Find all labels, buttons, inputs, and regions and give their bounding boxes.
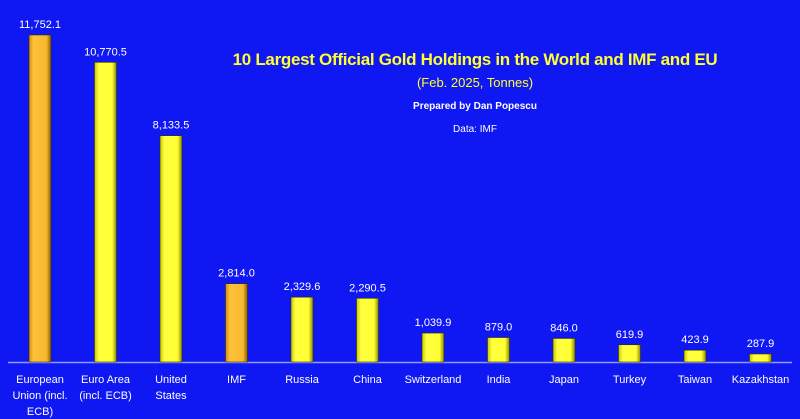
bar xyxy=(618,344,641,363)
data-label: 8,133.5 xyxy=(153,120,190,132)
x-tick-label: IMF xyxy=(227,374,246,386)
x-tick-label: Turkey xyxy=(613,374,647,386)
bar xyxy=(225,283,248,363)
x-tick-label: China xyxy=(353,374,383,386)
chart-title: 10 Largest Official Gold Holdings in the… xyxy=(232,50,718,69)
bar xyxy=(421,332,445,363)
data-label: 619.9 xyxy=(616,329,644,341)
x-tick-label: Euro Area (incl. ECB) xyxy=(79,374,132,402)
bar xyxy=(749,353,772,363)
x-tick-label: India xyxy=(487,374,512,386)
x-tick-label: Taiwan xyxy=(678,374,712,386)
bar xyxy=(94,62,117,363)
prepared-by: Prepared by Dan Popescu xyxy=(413,101,537,112)
bar xyxy=(487,337,510,363)
chart-subtitle: (Feb. 2025, Tonnes) xyxy=(416,75,534,90)
data-label: 10,770.5 xyxy=(84,46,127,58)
data-label: 11,752.1 xyxy=(19,19,61,31)
bar xyxy=(683,349,707,363)
x-tick-label: Switzerland xyxy=(405,374,462,386)
data-label: 423.9 xyxy=(681,334,709,346)
x-tick-label: Kazakhstan xyxy=(732,374,789,386)
data-label: 1,039.9 xyxy=(415,317,452,329)
data-label: 2,329.6 xyxy=(284,281,321,293)
data-label: 2,290.5 xyxy=(349,282,386,294)
data-label: 846.0 xyxy=(550,322,578,334)
x-tick-label: Japan xyxy=(549,374,579,386)
x-tick-label: Russia xyxy=(285,374,320,386)
data-label: 879.0 xyxy=(485,322,513,334)
data-label: 287.9 xyxy=(747,338,775,350)
bar xyxy=(290,296,314,363)
bar xyxy=(159,135,183,363)
data-source: Data: IMF xyxy=(453,124,497,135)
bar xyxy=(552,338,576,363)
data-label: 2,814.0 xyxy=(218,268,255,280)
bar xyxy=(28,34,52,363)
x-tick-label: United States xyxy=(155,374,187,402)
x-tick-label: European Union (incl. ECB) xyxy=(12,374,67,418)
bar xyxy=(356,297,379,363)
